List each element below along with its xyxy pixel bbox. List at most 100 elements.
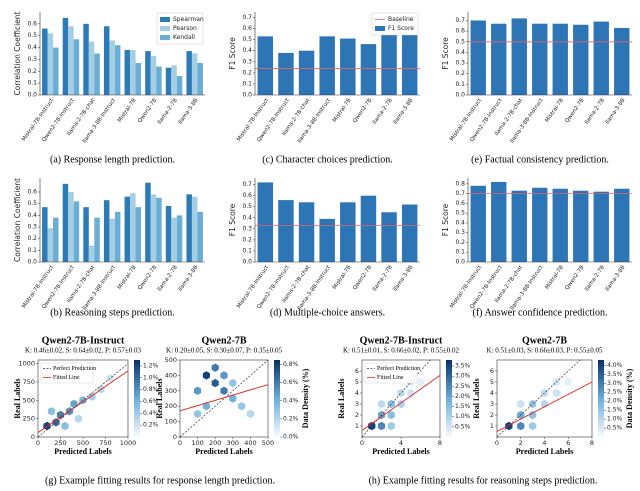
legend-label: Pearson	[173, 25, 197, 32]
x-tick-label: llama-3-8B	[605, 97, 627, 125]
x-tick-label: Qwen2-7B	[137, 97, 158, 124]
y-tick-label: 0.8	[455, 180, 465, 187]
y-tick-label: 0.6	[242, 25, 252, 32]
y-tick-label: 0.5	[242, 203, 252, 210]
bar	[42, 28, 48, 96]
y-tick-label: 0.3	[27, 224, 37, 231]
y-axis-label: Real Labels	[13, 378, 22, 418]
x-tick-label: 250	[54, 439, 66, 447]
x-tick-label: Mistral-7B	[117, 97, 138, 123]
colorbar-tick-label: 0.8%	[283, 361, 299, 368]
bar	[186, 51, 192, 95]
bar	[532, 187, 548, 262]
bar	[47, 33, 54, 95]
bar	[401, 34, 418, 95]
colorbar-tick-label: 1.5%	[607, 407, 623, 414]
bar	[47, 228, 54, 262]
y-tick-label: 5	[355, 378, 359, 386]
bar	[135, 207, 142, 262]
legend-label: Fitted Line	[377, 375, 404, 381]
bar	[145, 182, 151, 262]
y-tick-label: 0.0	[455, 259, 465, 266]
y-tick-label: 0.7	[455, 190, 465, 197]
bar	[573, 24, 589, 96]
colorbar-tick-label: 0.4%	[283, 397, 299, 404]
bar	[401, 204, 418, 262]
y-tick-label: 0.3	[455, 229, 465, 236]
bar	[511, 190, 527, 262]
x-tick-label: 1000	[120, 439, 137, 447]
x-tick-label: 8	[438, 439, 442, 447]
bar	[593, 21, 609, 96]
hex-cell	[74, 414, 83, 423]
colorbar-label: Data Density (%)	[625, 368, 634, 428]
colorbar-tick-label: 0.2%	[143, 422, 159, 429]
bar	[150, 194, 157, 262]
hex-cell	[47, 407, 56, 416]
hex-cell	[529, 421, 537, 431]
y-axis-label: F1 Score	[228, 37, 237, 70]
bar	[135, 62, 142, 95]
hex-cell	[238, 402, 246, 411]
colorbar-tick-label: 1.0%	[143, 374, 159, 381]
bar	[165, 67, 172, 95]
bar	[191, 53, 198, 95]
bar	[470, 185, 486, 262]
hex-cell	[229, 378, 237, 388]
x-tick-label: llama-2-7B	[157, 264, 179, 292]
y-tick-label: 0.3	[242, 225, 252, 232]
y-tick-label: 300	[165, 387, 177, 395]
y-tick-label: 3	[490, 400, 494, 408]
hex-cell	[517, 399, 525, 409]
bar	[191, 196, 198, 262]
bar	[593, 191, 609, 262]
bar	[114, 45, 121, 95]
caption: (g) Example fitting results for response…	[45, 475, 275, 486]
hex-cell	[79, 396, 87, 405]
y-tick-label: 0.7	[455, 17, 465, 24]
x-tick-label: 200	[209, 439, 221, 447]
bar	[68, 192, 74, 262]
x-tick-label: 400	[244, 439, 256, 447]
hex-cell	[194, 409, 202, 419]
plot-title: Qwen2-7B	[202, 335, 247, 346]
colorbar-tick-label: 0.8%	[143, 386, 159, 393]
y-tick-label: 0.2	[27, 235, 37, 242]
colorbar-tick-label: 3.0%	[607, 380, 623, 387]
fitted-line	[179, 384, 269, 412]
legend-label: F1 Score	[388, 25, 414, 32]
colorbar	[446, 360, 452, 437]
plot-stats: K: 0.46±0.02, S: 0.64±0.02, P: 0.57±0.03	[25, 347, 141, 355]
y-tick-label: 0.3	[27, 56, 37, 63]
y-tick-label: 750	[23, 378, 35, 386]
x-tick-label: llama-2-7B	[372, 264, 394, 292]
y-tick-label: 0.0	[27, 259, 37, 266]
hex-cell	[529, 410, 537, 420]
x-tick-label: 4	[399, 439, 403, 447]
bar	[68, 26, 74, 96]
y-tick-label: 0.0	[27, 92, 37, 99]
y-tick-label: 0.5	[455, 38, 465, 45]
y-axis-label: F1 Score	[441, 203, 450, 236]
caption: (e) Factual consistency prediction.	[471, 154, 609, 165]
y-axis-label: Correlation Coefficient	[13, 178, 22, 262]
colorbar-tick-label: 1.5%	[455, 403, 471, 410]
hex-cell	[56, 410, 65, 420]
bar	[73, 39, 80, 95]
bar	[145, 51, 151, 95]
bar	[109, 40, 115, 95]
legend-label: Kendall	[173, 34, 195, 41]
caption: (b) Reasoning steps prediction.	[50, 307, 174, 318]
y-tick-label: 100	[165, 418, 177, 426]
colorbar-tick-label: 0.5%	[455, 423, 471, 430]
y-tick-label: 0.4	[242, 214, 252, 221]
colorbar	[274, 360, 280, 437]
bar	[150, 55, 157, 95]
x-tick-label: Qwen2-7B	[564, 264, 585, 291]
bar	[257, 36, 274, 95]
plot-title: Qwen2-7B-Instruct	[360, 335, 443, 346]
bar	[171, 217, 177, 262]
y-tick-label: 0	[173, 433, 177, 441]
hex-cell	[70, 399, 78, 409]
bar	[197, 211, 203, 262]
